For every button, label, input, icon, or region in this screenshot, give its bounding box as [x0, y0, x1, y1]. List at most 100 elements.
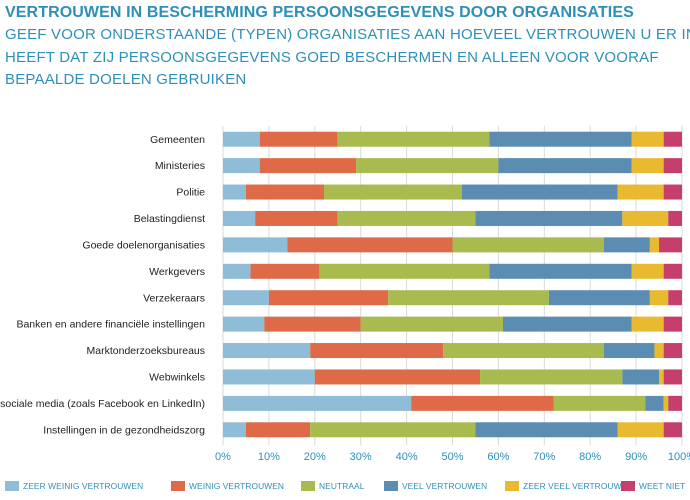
bar-segment	[622, 210, 669, 226]
bar-segment	[663, 395, 669, 411]
bar-segment	[245, 422, 311, 438]
bar-segment	[360, 316, 503, 332]
title-block: VERTROUWEN IN BESCHERMING PERSOONSGEGEVE…	[5, 2, 690, 92]
category-label: Instellingen in de gezondheidszorg	[43, 424, 205, 436]
bar-segment	[659, 237, 682, 253]
bar-segment	[223, 210, 256, 226]
bar-segment	[310, 343, 444, 359]
bar-segment	[223, 316, 265, 332]
bar-segment	[223, 369, 315, 385]
x-tick-label: 100%	[668, 451, 690, 463]
bar-segment	[223, 422, 246, 438]
legend-label: NEUTRAAL	[319, 481, 365, 491]
bar-segment	[337, 131, 490, 147]
bar-segment	[654, 343, 664, 359]
bar-segment	[489, 131, 632, 147]
bar-segment	[548, 290, 650, 306]
bar-segment	[649, 290, 669, 306]
bar-segment	[663, 422, 682, 438]
legend-label: ZEER VEEL VERTROUWEN	[523, 481, 634, 491]
bar-segment	[223, 263, 251, 279]
bar-segment	[480, 369, 623, 385]
bar-segment	[223, 158, 260, 174]
category-label: Banken en andere financiële instellingen	[16, 319, 205, 331]
category-label: Ministeries	[155, 160, 205, 172]
bar-segment	[622, 369, 660, 385]
bar-segment	[337, 210, 476, 226]
bar-segment	[631, 158, 664, 174]
bar-segment	[411, 395, 554, 411]
chart-title: VERTROUWEN IN BESCHERMING PERSOONSGEGEVE…	[5, 4, 634, 21]
bar-segment	[645, 395, 664, 411]
bar-segment	[314, 369, 481, 385]
x-tick-label: 30%	[350, 451, 372, 463]
subtitle-line-3: BEPAALDE DOELEN GEBRUIKEN	[5, 71, 247, 88]
bar-segment	[452, 237, 604, 253]
bar-segment	[259, 158, 357, 174]
bar-segment	[223, 395, 412, 411]
bar-segment	[663, 263, 682, 279]
stacked-bar-chart: Gemeenten Ministeries Politie Belastingdien…	[0, 126, 690, 463]
category-label: sociale media (zoals Facebook en LinkedI…	[0, 398, 205, 410]
bar-segment	[245, 184, 324, 200]
category-label: Webwinkels	[149, 372, 205, 384]
category-label: Werkgevers	[149, 266, 205, 278]
bar-segment	[603, 343, 655, 359]
bar-segment	[310, 422, 476, 438]
bar-segment	[319, 263, 490, 279]
bar-segment	[475, 422, 618, 438]
legend-item: WEET NIET	[621, 481, 685, 491]
bar-segment	[649, 237, 660, 253]
bar-segment	[223, 290, 269, 306]
bar-segment	[617, 422, 664, 438]
x-tick-label: 50%	[441, 451, 463, 463]
bar-segment	[663, 369, 682, 385]
bar-segment	[268, 290, 389, 306]
legend-label: VEEL VERTROUWEN	[402, 481, 488, 491]
bar-segment	[553, 395, 646, 411]
x-tick-label: 80%	[579, 451, 601, 463]
legend-label: WEINIG VERTROUWEN	[189, 481, 285, 491]
bar-segment	[668, 395, 682, 411]
bar-segment	[264, 316, 361, 332]
bar-segment	[461, 184, 618, 200]
bar-segment	[287, 237, 453, 253]
bar-segment	[659, 369, 664, 385]
bar-segment	[617, 184, 664, 200]
subtitle-line-2: HEEFT DAT ZIJ PERSOONSGEGEVENS GOED BESC…	[5, 48, 659, 66]
category-label: Goede doelenorganisaties	[82, 239, 205, 251]
chart-subtitle: GEEF VOOR ONDERSTAANDE (TYPEN) ORGANISAT…	[5, 24, 690, 92]
x-tick-label: 90%	[625, 451, 647, 463]
legend-swatch	[171, 481, 185, 491]
chart-legend: ZEER WEINIG VERTROUWEN WEINIG VERTROUWEN N…	[5, 481, 690, 497]
bar-segment	[250, 263, 320, 279]
bar-segment	[631, 263, 664, 279]
bar-segment	[663, 316, 682, 332]
bar-segment	[498, 158, 632, 174]
legend-swatch	[5, 481, 19, 491]
bar-segment	[668, 210, 682, 226]
legend-swatch	[621, 481, 635, 491]
bar-segment	[663, 343, 682, 359]
category-label: Gemeenten	[150, 134, 205, 146]
bar-segment	[663, 158, 682, 174]
bar-segment	[223, 237, 288, 253]
bar-segment	[631, 316, 664, 332]
legend-swatch	[505, 481, 519, 491]
bar-segment	[502, 316, 632, 332]
x-tick-label: 40%	[396, 451, 418, 463]
category-label: Marktonderzoeksbureaus	[87, 345, 205, 357]
bar-segment	[663, 184, 682, 200]
legend-item: ZEER WEINIG VERTROUWEN	[5, 481, 143, 491]
subtitle-line-1: GEEF VOOR ONDERSTAANDE (TYPEN) ORGANISAT…	[5, 26, 690, 43]
category-label: Politie	[176, 187, 205, 199]
legend-item: VEEL VERTROUWEN	[384, 481, 487, 491]
x-tick-label: 0%	[215, 451, 231, 463]
category-label: Verzekeraars	[143, 292, 205, 304]
legend-label: ZEER WEINIG VERTROUWEN	[23, 481, 144, 491]
bar-segment	[223, 343, 311, 359]
legend-item: ZEER VEEL VERTROUWEN	[505, 481, 633, 491]
bar-segment	[223, 131, 260, 147]
bar-segment	[443, 343, 604, 359]
bar-segment	[259, 131, 338, 147]
